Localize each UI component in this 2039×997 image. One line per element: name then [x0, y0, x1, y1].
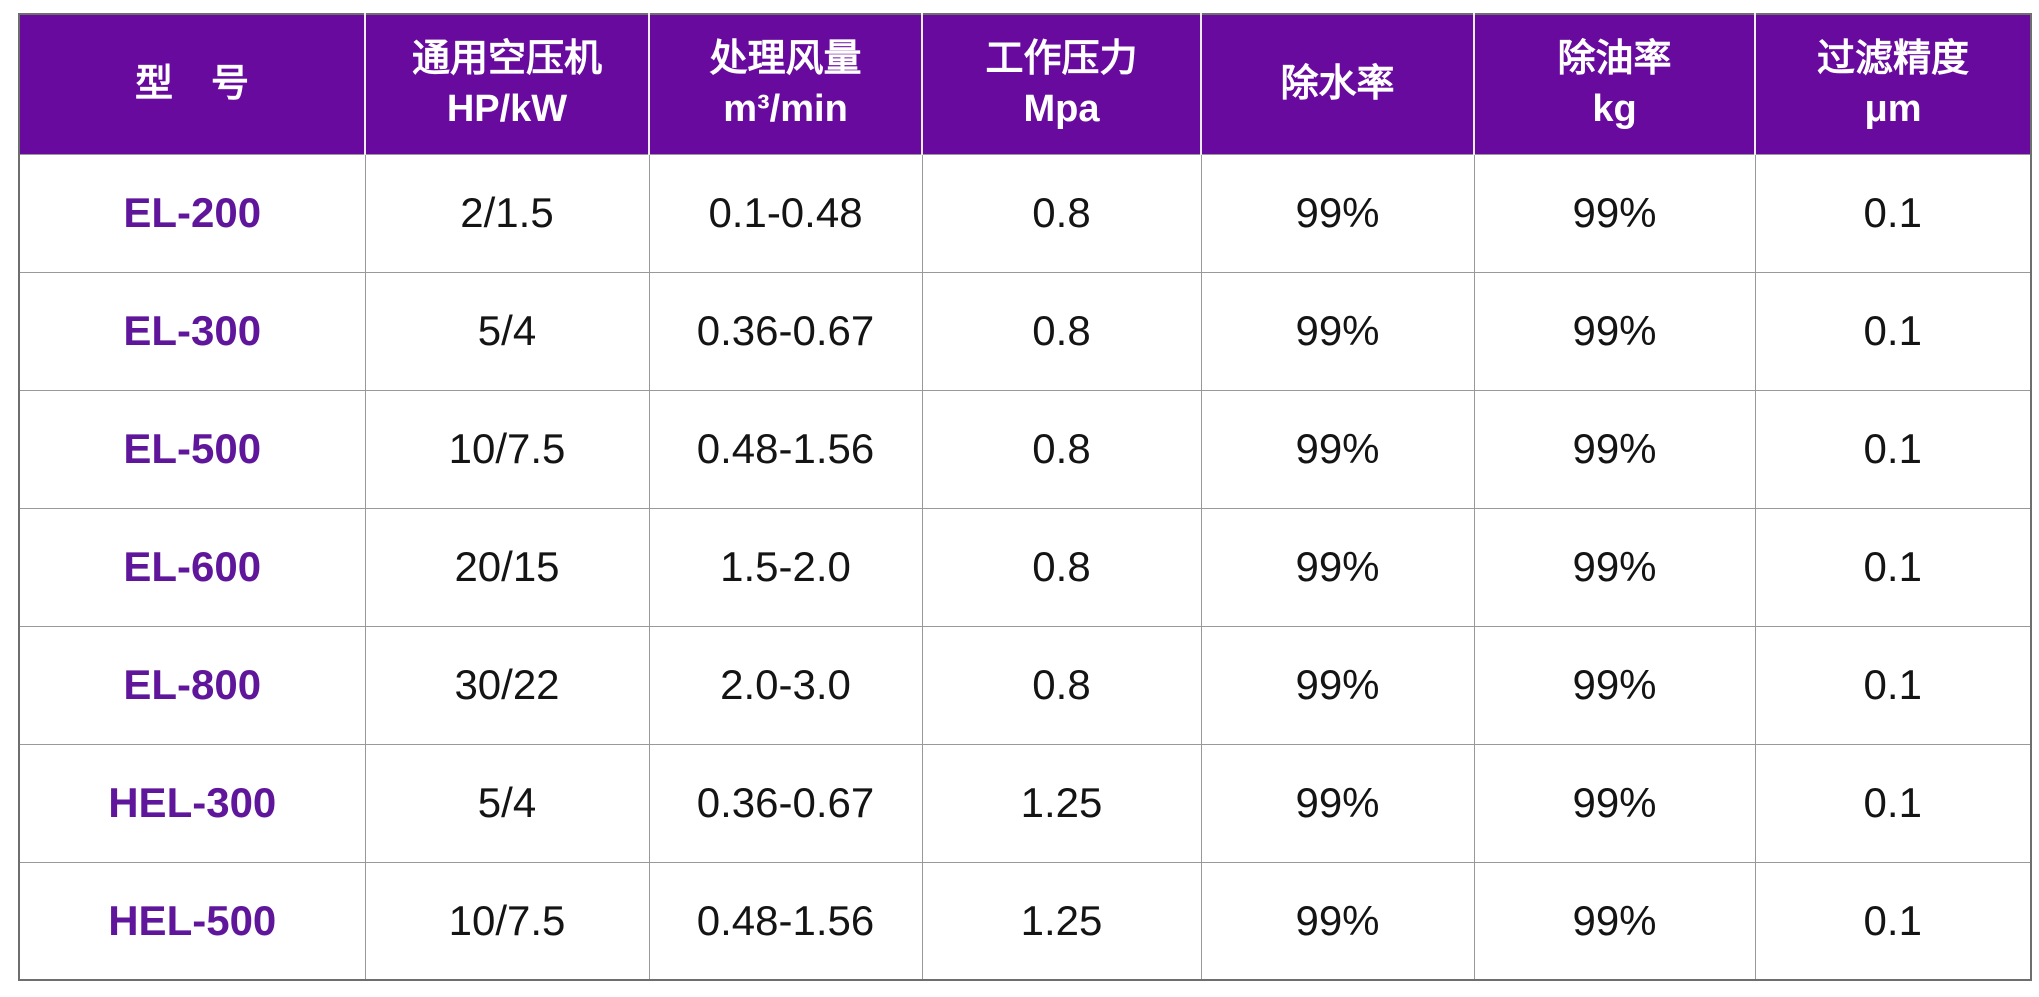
- flow-cell: 0.1-0.48: [648, 153, 923, 273]
- flow-cell: 0.36-0.67: [648, 271, 923, 391]
- model-cell: EL-800: [18, 625, 366, 745]
- oil-removal-cell: 99%: [1473, 743, 1756, 863]
- table-row: EL-600 20/15 1.5-2.0 0.8 99% 99% 0.1: [18, 507, 2032, 627]
- header-unit: Mpa: [1023, 88, 1100, 131]
- spec-table-container: 型 号 通用空压机 HP/kW 处理风量 m³/min 工作压力 Mpa 除水率: [18, 13, 2032, 981]
- table-body: EL-200 2/1.5 0.1-0.48 0.8 99% 99% 0.1 EL…: [18, 153, 2032, 981]
- table-row: EL-200 2/1.5 0.1-0.48 0.8 99% 99% 0.1: [18, 153, 2032, 273]
- oil-removal-cell: 99%: [1473, 861, 1756, 981]
- hp-kw-cell: 20/15: [364, 507, 650, 627]
- col-header-filtration-precision: 过滤精度 μm: [1754, 14, 2031, 155]
- precision-cell: 0.1: [1754, 389, 2032, 509]
- pressure-cell: 0.8: [921, 153, 1202, 273]
- header-label: 通用空压机: [411, 38, 602, 81]
- table-row: HEL-500 10/7.5 0.48-1.56 1.25 99% 99% 0.…: [18, 861, 2032, 981]
- pressure-cell: 1.25: [921, 861, 1202, 981]
- table-header: 型 号 通用空压机 HP/kW 处理风量 m³/min 工作压力 Mpa 除水率: [19, 14, 2031, 155]
- oil-removal-cell: 99%: [1473, 507, 1756, 627]
- model-cell: EL-300: [18, 271, 366, 391]
- model-cell: EL-500: [18, 389, 366, 509]
- col-header-flow: 处理风量 m³/min: [648, 14, 922, 155]
- water-removal-cell: 99%: [1200, 625, 1475, 745]
- compressor-spec-table: 型 号 通用空压机 HP/kW 处理风量 m³/min 工作压力 Mpa 除水率: [18, 13, 2032, 981]
- header-label: 除水率: [1280, 63, 1395, 106]
- water-removal-cell: 99%: [1200, 507, 1475, 627]
- header-unit: HP/kW: [446, 88, 568, 131]
- flow-cell: 1.5-2.0: [648, 507, 923, 627]
- header-label: 除油率: [1557, 38, 1672, 81]
- hp-kw-cell: 5/4: [364, 271, 650, 391]
- header-unit: kg: [1592, 88, 1637, 131]
- water-removal-cell: 99%: [1200, 271, 1475, 391]
- header-label: 过滤精度: [1816, 38, 1969, 81]
- pressure-cell: 0.8: [921, 389, 1202, 509]
- oil-removal-cell: 99%: [1473, 389, 1756, 509]
- pressure-cell: 0.8: [921, 507, 1202, 627]
- water-removal-cell: 99%: [1200, 389, 1475, 509]
- precision-cell: 0.1: [1754, 153, 2032, 273]
- header-unit: μm: [1864, 88, 1922, 131]
- flow-cell: 2.0-3.0: [648, 625, 923, 745]
- hp-kw-cell: 10/7.5: [364, 389, 650, 509]
- header-row: 型 号 通用空压机 HP/kW 处理风量 m³/min 工作压力 Mpa 除水率: [19, 14, 2031, 155]
- precision-cell: 0.1: [1754, 861, 2032, 981]
- table-row: EL-300 5/4 0.36-0.67 0.8 99% 99% 0.1: [18, 271, 2032, 391]
- oil-removal-cell: 99%: [1473, 271, 1756, 391]
- water-removal-cell: 99%: [1200, 743, 1475, 863]
- pressure-cell: 0.8: [921, 625, 1202, 745]
- hp-kw-cell: 5/4: [364, 743, 650, 863]
- precision-cell: 0.1: [1754, 743, 2032, 863]
- header-label: 型 号: [134, 63, 249, 106]
- col-header-water-removal: 除水率: [1200, 14, 1474, 155]
- col-header-oil-removal: 除油率 kg: [1473, 14, 1755, 155]
- flow-cell: 0.48-1.56: [648, 861, 923, 981]
- water-removal-cell: 99%: [1200, 861, 1475, 981]
- flow-cell: 0.36-0.67: [648, 743, 923, 863]
- table-row: EL-500 10/7.5 0.48-1.56 0.8 99% 99% 0.1: [18, 389, 2032, 509]
- pressure-cell: 0.8: [921, 271, 1202, 391]
- model-cell: EL-200: [18, 153, 366, 273]
- col-header-compressor-power: 通用空压机 HP/kW: [364, 14, 649, 155]
- table-row: EL-800 30/22 2.0-3.0 0.8 99% 99% 0.1: [18, 625, 2032, 745]
- hp-kw-cell: 10/7.5: [364, 861, 650, 981]
- precision-cell: 0.1: [1754, 507, 2032, 627]
- oil-removal-cell: 99%: [1473, 153, 1756, 273]
- col-header-model: 型 号: [19, 14, 365, 155]
- water-removal-cell: 99%: [1200, 153, 1475, 273]
- table-row: HEL-300 5/4 0.36-0.67 1.25 99% 99% 0.1: [18, 743, 2032, 863]
- header-unit: m³/min: [723, 88, 848, 131]
- hp-kw-cell: 2/1.5: [364, 153, 650, 273]
- model-cell: EL-600: [18, 507, 366, 627]
- hp-kw-cell: 30/22: [364, 625, 650, 745]
- model-cell: HEL-500: [18, 861, 366, 981]
- header-label: 工作压力: [985, 38, 1138, 81]
- precision-cell: 0.1: [1754, 271, 2032, 391]
- precision-cell: 0.1: [1754, 625, 2032, 745]
- col-header-pressure: 工作压力 Mpa: [921, 14, 1201, 155]
- model-cell: HEL-300: [18, 743, 366, 863]
- pressure-cell: 1.25: [921, 743, 1202, 863]
- header-label: 处理风量: [709, 38, 862, 81]
- oil-removal-cell: 99%: [1473, 625, 1756, 745]
- flow-cell: 0.48-1.56: [648, 389, 923, 509]
